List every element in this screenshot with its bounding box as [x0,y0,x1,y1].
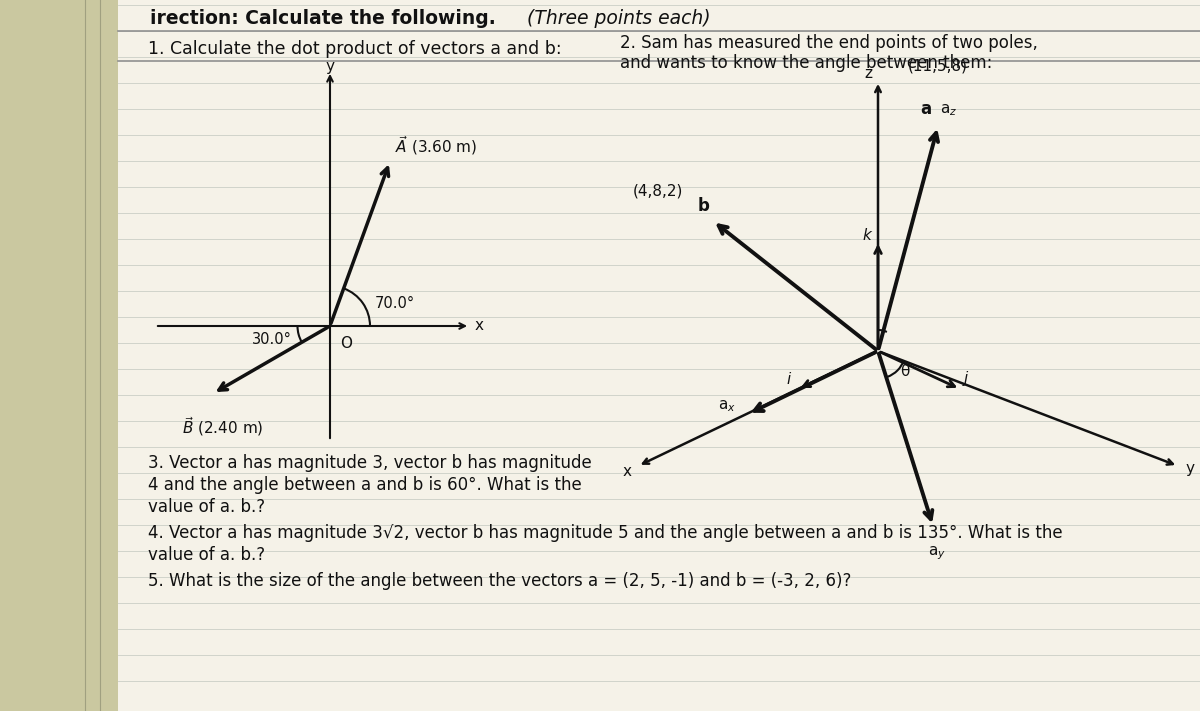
Text: 2. Sam has measured the end points of two poles,: 2. Sam has measured the end points of tw… [620,34,1038,52]
Text: y: y [325,58,335,73]
Text: k: k [862,228,871,242]
Text: i: i [786,372,791,387]
Text: 4. Vector a has magnitude 3√2, vector b has magnitude 5 and the angle between a : 4. Vector a has magnitude 3√2, vector b … [148,524,1063,542]
Text: a$_y$: a$_y$ [928,544,946,562]
Text: θ: θ [900,363,910,378]
Text: a: a [920,100,931,118]
Text: and wants to know the angle between them:: and wants to know the angle between them… [620,54,992,72]
Text: 30.0°: 30.0° [252,333,292,348]
Text: (4,8,2): (4,8,2) [634,184,683,199]
Text: y: y [1186,461,1195,476]
Text: a$_x$: a$_x$ [718,398,736,414]
Text: 5. What is the size of the angle between the vectors a = (2, 5, -1) and b = (-3,: 5. What is the size of the angle between… [148,572,851,590]
Text: (11,5,8): (11,5,8) [908,58,968,73]
Text: O: O [340,336,352,351]
Text: a$_z$: a$_z$ [940,102,958,118]
Text: irection: Calculate the following.: irection: Calculate the following. [150,9,503,28]
Text: 3. Vector a has magnitude 3, vector b has magnitude: 3. Vector a has magnitude 3, vector b ha… [148,454,592,472]
Text: (Three points each): (Three points each) [527,9,710,28]
Text: 4 and the angle between a and b is 60°. What is the: 4 and the angle between a and b is 60°. … [148,476,582,494]
Text: z: z [864,65,872,80]
Bar [0,0,118,711]
Text: $\vec{A}$ (3.60 m): $\vec{A}$ (3.60 m) [395,134,478,156]
Text: $\vec{B}$ (2.40 m): $\vec{B}$ (2.40 m) [182,415,264,439]
Text: j: j [964,372,968,387]
Text: value of a. b.?: value of a. b.? [148,546,265,564]
Text: x: x [623,464,632,479]
Text: value of a. b.?: value of a. b.? [148,498,265,516]
Text: 70.0°: 70.0° [374,296,415,311]
Text: b: b [698,197,710,215]
Text: 1. Calculate the dot product of vectors a and b:: 1. Calculate the dot product of vectors … [148,40,562,58]
Text: x: x [475,319,484,333]
